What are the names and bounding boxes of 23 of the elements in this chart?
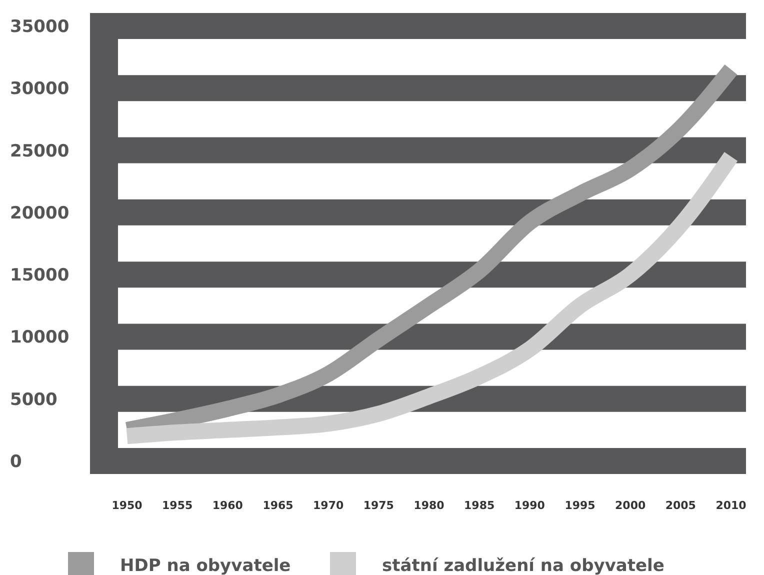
x-tick-label: 1975 xyxy=(363,499,394,512)
y-tick-label: 25000 xyxy=(10,141,70,162)
x-tick-label: 1965 xyxy=(262,499,294,512)
y-tick-label: 5000 xyxy=(10,390,58,410)
y-tick-label: 15000 xyxy=(10,266,70,286)
y-tick-label: 0 xyxy=(10,452,22,472)
x-tick-label: 2000 xyxy=(615,499,646,512)
x-tick-label: 1980 xyxy=(414,499,445,512)
y-tick-label: 30000 xyxy=(10,79,70,100)
y-tick-label: 20000 xyxy=(10,203,70,224)
x-tick-label: 1970 xyxy=(313,499,344,512)
legend-label: HDP na obyvatele xyxy=(120,556,291,575)
x-tick-label: 2010 xyxy=(716,499,747,512)
y-tick-label: 35000 xyxy=(10,17,70,37)
x-tick-label: 2005 xyxy=(665,499,696,512)
x-tick-label: 1985 xyxy=(464,499,495,512)
x-tick-label: 1995 xyxy=(564,499,596,512)
x-tick-label: 1955 xyxy=(162,499,193,512)
x-tick-label: 1950 xyxy=(112,499,143,512)
legend-label: státní zadlužení na obyvatele xyxy=(382,556,664,575)
x-tick-label: 1960 xyxy=(212,499,244,512)
x-tick-label: 1990 xyxy=(514,499,546,512)
y-tick-label: 10000 xyxy=(10,328,70,348)
